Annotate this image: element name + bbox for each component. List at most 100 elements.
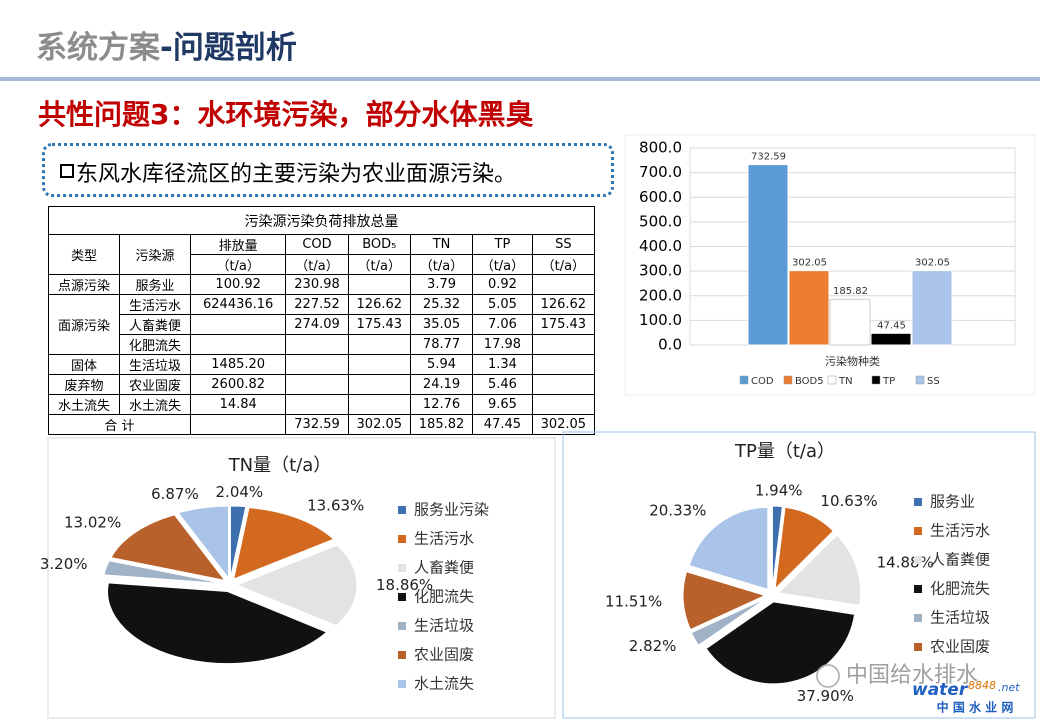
value-label: 302.05 [915, 258, 950, 269]
legend-swatch [914, 585, 922, 593]
value-label: 732.59 [751, 152, 786, 163]
table-cell: 175.43 [347, 314, 411, 335]
legend-swatch [871, 375, 881, 385]
slice-label: 13.63% [307, 497, 364, 515]
legend-label: 生活污水 [930, 522, 990, 540]
table-cell: 5.94 [409, 354, 474, 375]
legend-swatch [914, 556, 922, 564]
legend-label: TP [882, 376, 895, 387]
table-cell: （t/a） [472, 254, 533, 275]
slice-label: 10.63% [820, 492, 877, 510]
table-cell: 185.82 [409, 414, 474, 435]
table-cell: 生活污水 [118, 294, 191, 315]
legend-label: TN [838, 376, 853, 387]
pie-slice [771, 505, 783, 589]
slice-label: 2.82% [629, 637, 677, 655]
header-title: 系统方案 [36, 30, 160, 66]
slice-label: 18.86% [376, 576, 433, 594]
legend-swatch [398, 564, 406, 572]
legend-swatch [914, 527, 922, 535]
pie-slice [103, 560, 224, 584]
table-cell: 24.19 [409, 374, 474, 395]
watermark-wechat: 中国给水排水 [846, 663, 978, 688]
legend-label: 生活垃圾 [414, 617, 474, 635]
table-cell: 污染源 [118, 234, 191, 275]
y-tick-label: 800.0 [639, 139, 682, 157]
legend-label: 化肥流失 [414, 588, 474, 606]
value-label: 185.82 [833, 286, 868, 297]
table-row: 点源污染 服务业 100.92 230.98 3.79 0.92 [48, 274, 596, 295]
value-label: 302.05 [792, 258, 827, 269]
pie-slice [688, 506, 769, 591]
y-tick-label: 300.0 [639, 262, 682, 280]
pie-slice [177, 505, 230, 580]
watermark-site: .net [998, 681, 1020, 694]
legend-label: 人畜粪便 [930, 551, 990, 569]
y-tick-label: 200.0 [639, 286, 682, 304]
legend-label: 服务业 [930, 493, 975, 511]
legend-label: 农业固废 [930, 638, 990, 656]
table-cell: 9.65 [472, 394, 533, 415]
watermark-site: 8848 [968, 679, 996, 692]
header-subtitle: -问题剖析 [160, 30, 297, 66]
table-cell: 230.98 [285, 274, 349, 295]
bar [788, 270, 830, 346]
bar-panel [624, 134, 1036, 396]
legend-label: 生活污水 [414, 530, 474, 548]
pie-title: TN量（t/a） [228, 455, 332, 476]
table-cell: （t/a） [409, 254, 474, 275]
watermark-site: water [912, 680, 969, 700]
pie-slice [229, 505, 247, 579]
table-cell: 5.46 [472, 374, 533, 395]
pie-slice [107, 582, 328, 665]
legend-swatch [398, 651, 406, 659]
slice-label: 3.20% [40, 555, 88, 573]
table-cell: 227.52 [285, 294, 349, 315]
table-cell: COD [285, 234, 349, 255]
slice-label: 20.33% [649, 502, 706, 520]
table-cell: BOD₅ [347, 234, 411, 255]
slice-label: 2.04% [216, 483, 264, 501]
y-tick-label: 400.0 [639, 237, 682, 255]
legend-label: 化肥流失 [930, 580, 990, 598]
pie-slice [774, 506, 835, 591]
table-cell: 污染源污染负荷排放总量 [48, 206, 595, 235]
y-tick-label: 500.0 [639, 212, 682, 230]
table-cell: 175.43 [531, 314, 596, 335]
table-cell: SS [531, 234, 596, 255]
table-cell: 排放量 [189, 234, 287, 255]
table: 污染源污染负荷排放总量 类型 污染源 排放量 COD BOD₅ TN TP SS （t/a） （t/… [48, 206, 596, 435]
legend-swatch [827, 375, 837, 385]
table-cell [189, 414, 287, 435]
table-row: 合 计 732.59 302.05 185.82 47.45 302.05 [48, 414, 596, 435]
table-cell: （t/a） [531, 254, 596, 275]
legend-label: BOD5 [795, 376, 824, 387]
slice-label: 11.51% [605, 593, 662, 611]
table-row: 污染源污染负荷排放总量 [48, 206, 595, 235]
note-text: 东风水库径流区的主要污染为农业面源污染。 [76, 162, 517, 187]
table-cell: 126.62 [531, 294, 596, 315]
tn-panel [47, 437, 556, 719]
legend-label: COD [751, 376, 774, 387]
table-row: 水土流失 水土流失 14.84 12.76 9.65 [48, 394, 596, 415]
legend-label: 农业固废 [414, 646, 474, 664]
bar [829, 298, 871, 346]
slice-label: 1.94% [755, 481, 803, 499]
note-box [42, 143, 614, 197]
y-tick-label: 100.0 [639, 311, 682, 329]
legend-swatch [914, 614, 922, 622]
pie-slice [235, 544, 358, 627]
bar [911, 270, 953, 346]
legend-label: 服务业污染 [414, 501, 489, 519]
table-cell: 化肥流失 [118, 334, 191, 355]
table-row: 固体 生活垃圾 1485.20 5.94 1.34 [48, 354, 596, 375]
pie-slice [690, 598, 767, 646]
table-cell: 17.98 [472, 334, 533, 355]
legend-label: 生活垃圾 [930, 609, 990, 627]
pie-slice [682, 571, 767, 631]
slice-label: 14.88% [877, 553, 934, 571]
slice-label: 6.87% [151, 485, 199, 503]
legend-swatch [398, 622, 406, 630]
